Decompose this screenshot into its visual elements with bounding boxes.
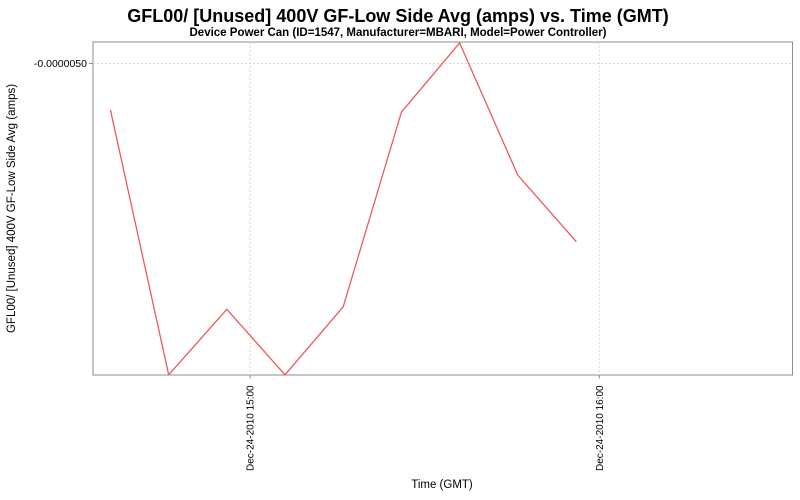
series-group [109, 42, 577, 376]
chart-subtitle: Device Power Can (ID=1547, Manufacturer=… [190, 27, 607, 39]
x-tick-labels: Dec-24-2010 15:00 Dec-24-2010 16:00 [246, 385, 606, 471]
x-tick-label: Dec-24-2010 15:00 [246, 385, 257, 471]
axis-tick-marks [89, 63, 600, 379]
x-axis-label: Time (GMT) [411, 479, 473, 491]
plot-area [92, 41, 793, 376]
series-line [109, 42, 577, 376]
y-tick-label: -0.0000050 [34, 58, 87, 70]
chart-title: GFL00/ [Unused] 400V GF-Low Side Avg (am… [127, 6, 668, 26]
x-tick-label: Dec-24-2010 16:00 [595, 385, 606, 471]
y-axis-label: GFL00/ [Unused] 400V GF-Low Side Avg (am… [6, 84, 18, 333]
